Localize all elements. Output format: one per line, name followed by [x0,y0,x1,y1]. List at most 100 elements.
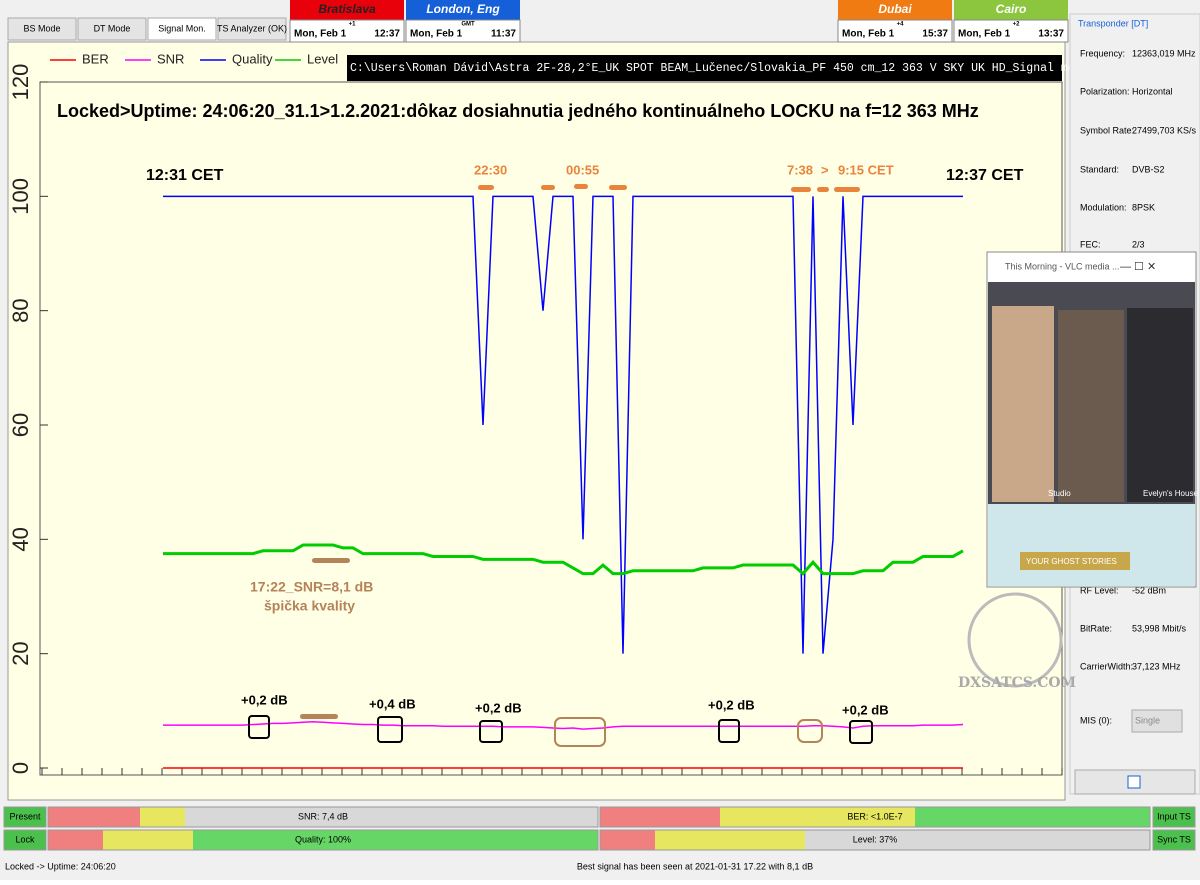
field-label: BitRate: [1080,623,1112,633]
clock-city: Cairo [996,2,1027,16]
annotation: špička kvality [264,598,355,614]
clock-header [406,0,520,20]
clock-body [289,19,405,43]
annotation: 00:55 [566,162,599,177]
y-tick-label: 40 [8,527,33,551]
annotation: +0,2 dB [842,702,889,717]
status-center: Best signal has been seen at 2021-01-31 … [577,861,813,871]
field-label: Polarization: [1080,86,1130,96]
series-line [163,195,963,654]
field-value: 27499,703 KS/s [1132,125,1197,135]
field-label: Modulation: [1080,202,1127,212]
status-button[interactable] [1152,829,1196,851]
logo: DXSATCS.COM [958,675,1076,691]
series-line [163,720,964,730]
field-value: -52 dBm [1132,585,1166,595]
status-button-label[interactable]: Present [9,811,41,821]
clock-time: 11:37 [491,29,516,40]
y-tick-label: 120 [8,64,33,101]
tab-label[interactable]: TS Analyzer (OK) [217,23,287,33]
tab[interactable] [77,17,147,41]
status-bar [599,829,1151,851]
clock-offset: +4 [897,22,905,28]
clock-time: 15:37 [922,29,948,40]
status-button[interactable] [3,829,47,851]
annotation: Locked>Uptime: 24:06:20_31.1>1.2.2021:dô… [57,101,979,121]
status-bar-label: BER: <1.0E-7 [847,811,902,821]
status-button-label[interactable]: Lock [15,834,35,844]
clock-date: Mon, Feb 1 [410,29,463,40]
status-bar [47,829,599,851]
field-value: 8PSK [1132,202,1155,212]
field-value: 37,123 MHz [1132,661,1181,671]
field-label: Standard: [1080,164,1119,174]
field-value: 2/3 [1132,239,1145,249]
y-tick-label: 60 [8,413,33,437]
status-button[interactable] [3,806,47,828]
clock-offset: GMT [461,22,475,28]
status-button-label[interactable]: Sync TS [1157,834,1191,844]
clock-header [290,0,404,20]
field-value: Single [1135,715,1160,725]
annotation: +0,2 dB [475,700,522,715]
clock-time: 12:37 [374,29,400,40]
annotation: +0,2 dB [708,697,755,712]
field-value: Horizontal [1132,86,1173,96]
tab-label[interactable]: BS Mode [23,23,60,33]
legend-label: SNR [157,51,184,66]
annotation: > [821,162,829,177]
tab[interactable] [7,17,77,41]
clock-header [838,0,952,20]
status-left: Locked -> Uptime: 24:06:20 [5,861,116,871]
y-tick-label: 100 [8,178,33,215]
field-value: DVB-S2 [1132,164,1165,174]
annotation: 17:22_SNR=8,1 dB [250,579,373,595]
annotation: +0,4 dB [369,696,416,711]
annotation: 7:38 [787,162,813,177]
status-bar [47,806,599,828]
clock-header [954,0,1068,20]
field-label: Symbol Rate: [1080,125,1134,135]
legend-label: Quality [232,51,273,66]
y-tick-label: 80 [8,298,33,322]
y-tick-label: 0 [8,762,33,774]
vlc-label: Evelyn's House [1143,489,1198,498]
clock-city: London, Eng [426,2,500,16]
path-bar: C:\Users\Roman Dávid\Astra 2F-28,2°E_UK … [350,62,1200,75]
clock-date: Mon, Feb 1 [294,29,347,40]
y-tick-label: 20 [8,641,33,665]
clock-date: Mon, Feb 1 [958,29,1011,40]
field-value: 12363,019 MHz [1132,48,1196,58]
tab-label[interactable]: DT Mode [94,23,131,33]
status-bar [599,806,1151,828]
clock-time: 13:37 [1038,29,1064,40]
legend-label: Level [307,51,338,66]
status-button[interactable] [1152,806,1196,828]
tab[interactable] [147,17,217,41]
status-bar-label: Quality: 100% [295,834,351,844]
clock-body [405,19,521,43]
clock-offset: +1 [349,22,357,28]
clock-body [953,19,1069,43]
field-label: Frequency: [1080,48,1125,58]
field-value: 53,998 Mbit/s [1132,623,1187,633]
annotation: 12:37 CET [946,167,1024,184]
annotation: 12:31 CET [146,167,224,184]
annotation: +0,2 dB [241,692,288,707]
tab-label[interactable]: Signal Mon. [158,23,206,33]
series-line [163,543,964,576]
status-bar-label: Level: 37% [853,834,898,844]
vlc-banner: YOUR GHOST STORIES [1026,557,1117,566]
status-button-label[interactable]: Input TS [1157,811,1191,821]
svg-text:— ☐ ✕: — ☐ ✕ [1120,261,1156,273]
field-label: CarrierWidth: [1080,661,1133,671]
transponder-title: Transponder [DT] [1078,18,1148,28]
tab[interactable] [217,17,287,41]
clock-date: Mon, Feb 1 [842,29,895,40]
vlc-label: Studio [1048,489,1071,498]
field-label: FEC: [1080,239,1101,249]
field-label: MIS (0): [1080,715,1112,725]
clock-offset: +2 [1013,22,1021,28]
annotation: 9:15 CET [838,162,894,177]
